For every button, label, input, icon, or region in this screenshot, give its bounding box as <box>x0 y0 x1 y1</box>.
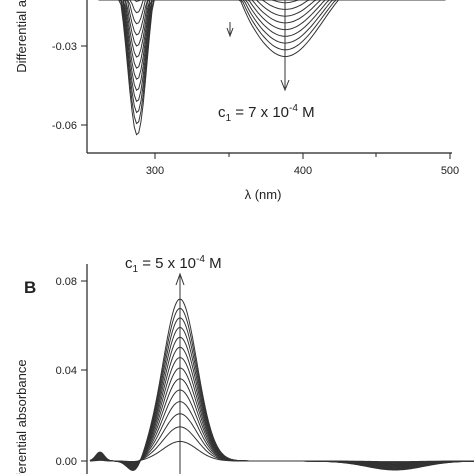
ann-suffix: M <box>298 104 315 121</box>
panel-b-concentration-label: c1 = 5 x 10-4 M <box>125 254 222 275</box>
panel-a-y-axis-label: Differential a <box>14 0 29 73</box>
panel-a: -0.03 -0.06 300 400 500 λ (nm) Different… <box>14 0 459 202</box>
panel-a-concentration-label: c1 = 7 x 10-4 M <box>218 103 315 124</box>
panel-b-series-line <box>89 389 474 465</box>
panel-b: 0.08 0.04 0.00 B fferential absorbance c… <box>14 254 474 474</box>
ann-mid: = 5 x 10 <box>138 255 196 272</box>
panel-b-curves <box>89 298 474 471</box>
panel-a-y-tick-label: -0.03 <box>52 41 77 53</box>
ann-sub: 1 <box>226 113 232 124</box>
panel-b-series-line <box>89 298 474 471</box>
panel-a-band1-arrowhead <box>226 27 234 38</box>
panel-b-y-axis-label: fferential absorbance <box>14 359 29 474</box>
panel-a-series-line <box>98 0 446 125</box>
panel-a-curves <box>98 0 446 136</box>
panel-a-y-tick-label: -0.06 <box>52 120 77 132</box>
panel-a-series-line <box>98 0 446 103</box>
ann-sub: 1 <box>133 264 139 275</box>
ann-prefix: c <box>125 255 133 272</box>
panel-b-letter: B <box>24 278 36 297</box>
panel-a-x-tick-label: 400 <box>294 165 312 177</box>
panel-b-y-tick-label: 0.00 <box>56 456 77 468</box>
panel-a-series-line <box>98 0 446 58</box>
panel-a-series-line <box>98 0 446 69</box>
ann-mid: = 7 x 10 <box>231 104 289 121</box>
ann-suffix: M <box>205 255 222 272</box>
ann-sup: -4 <box>196 254 205 265</box>
panel-a-x-axis-label: λ (nm) <box>245 187 282 202</box>
ann-prefix: c <box>218 104 226 121</box>
ann-sup: -4 <box>289 103 298 114</box>
panel-a-series-line <box>98 0 446 136</box>
panel-b-arrowhead <box>175 272 185 286</box>
panel-b-y-tick-label: 0.04 <box>56 365 77 377</box>
panel-a-series-line <box>98 0 446 80</box>
panel-a-arrowhead <box>280 79 290 92</box>
panel-a-x-tick-label: 500 <box>441 165 459 177</box>
panel-b-y-tick-label: 0.08 <box>56 276 77 288</box>
panel-a-series-line <box>98 0 446 91</box>
panel-a-x-tick-label: 300 <box>146 165 164 177</box>
panel-a-series-line <box>98 0 446 114</box>
